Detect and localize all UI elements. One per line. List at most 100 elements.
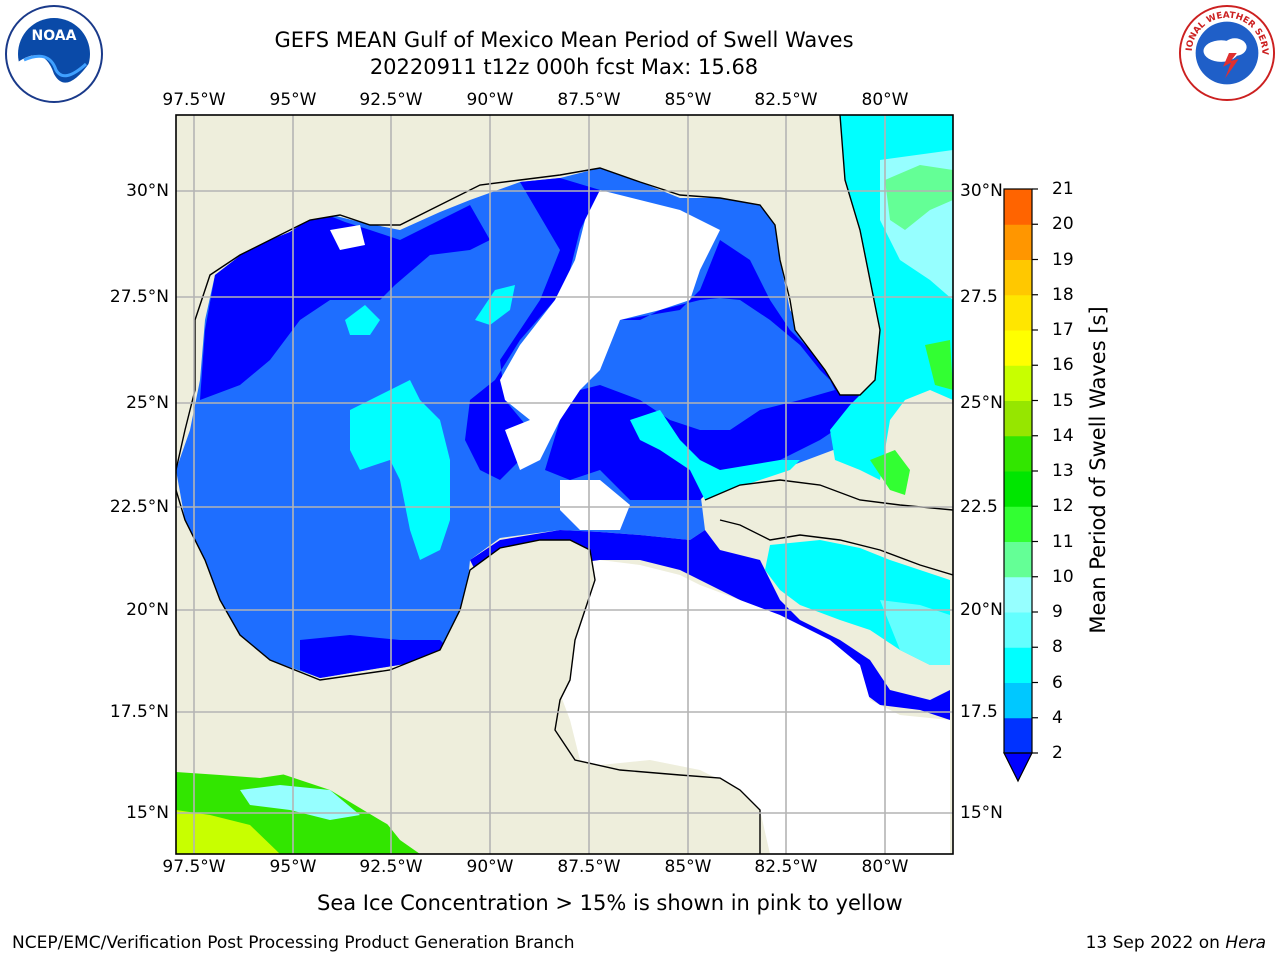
svg-text:NOAA: NOAA [32,28,77,44]
land-florida [480,115,880,395]
lon-label-bottom: 90°W [466,857,514,877]
nodata-yucatan-east [560,480,630,530]
lat-label-left: 25°N [126,393,169,413]
footer-credit: NCEP/EMC/Verification Post Processing Pr… [12,933,575,953]
colorbar-tick-label: 10 [1052,566,1074,587]
colorbar-band [1004,259,1032,296]
lat-label-left: 15°N [126,803,169,823]
lat-label-right: 30°N [960,181,1003,201]
lon-label-bottom: 97.5°W [162,857,226,877]
lon-label-top: 80°W [861,90,909,110]
land-texas-mexico [176,115,480,470]
nws-logo: NATIONAL WEATHER SERVICE [1178,4,1276,102]
lat-label-right: 15°N [960,803,1003,823]
colorbar-band [1004,682,1032,719]
coastlines [176,115,953,854]
footer-host: Hera [1225,933,1266,953]
colorbar-band [1004,435,1032,472]
chart-title: GEFS MEAN Gulf of Mexico Mean Period of … [274,28,854,52]
lon-label-top: 87.5°W [557,90,621,110]
lon-label-top: 92.5°W [359,90,423,110]
lon-label-bottom: 82.5°W [754,857,818,877]
colorbar-band [1004,189,1032,225]
map-frame [175,114,954,855]
lon-label-bottom: 85°W [664,857,712,877]
footer-date-text: 13 Sep 2022 on [1085,933,1226,953]
region-light-cyan-caribbean [880,600,950,665]
region-cyan-se [630,410,800,500]
lon-label-top: 82.5°W [754,90,818,110]
colorbar-band [1004,541,1032,578]
region-cyan-nw [345,305,380,335]
region-cyan-n [475,285,515,325]
colorbar-tick-label: 12 [1052,496,1074,517]
lon-label-bottom: 92.5°W [359,857,423,877]
region-cyan-central [350,380,450,560]
colorbar-band [1004,224,1032,260]
colorbar-band [1004,647,1032,683]
colorbar-tick-label: 20 [1052,214,1074,235]
colorbar-tick-label: 15 [1052,390,1074,411]
lat-label-left: 22.5°N [109,497,169,517]
colorbar-band [1004,294,1032,331]
colorbar-tick-label: 21 [1052,179,1074,199]
colorbar-band [1004,330,1032,366]
lat-label-left: 17.5°N [109,702,169,722]
region-green-bahamas [870,450,910,495]
lat-label-right: 25°N [960,393,1003,413]
colorbar-band [1004,471,1032,507]
lat-label-right: 27.5 [960,287,998,307]
lat-label-left: 27.5°N [109,287,169,307]
lon-label-top: 97.5°W [162,90,226,110]
lon-label-bottom: 87.5°W [557,857,621,877]
chart-subtitle: 20220911 t12z 000h fcst Max: 15.68 [369,55,759,79]
lon-label-top: 90°W [466,90,514,110]
region-green-fl [925,340,953,390]
lat-label-left: 30°N [126,181,169,201]
land-cuba [705,480,953,575]
colorbar-label: Mean Period of Swell Waves [s] [1086,306,1110,634]
colorbar-tick-label: 2 [1052,743,1063,763]
region-deep-blue-east [545,240,880,500]
colorbar-band [1004,576,1032,613]
colorbar-tick-label: 16 [1052,355,1074,376]
sea-ice-note: Sea Ice Concentration > 15% is shown in … [317,891,903,915]
colorbar-tick-label: 6 [1052,672,1063,693]
lat-label-left: 20°N [126,600,169,620]
colorbar-tick-label: 9 [1052,602,1063,622]
region-deep-blue-south [300,635,450,678]
colorbar-tick-label: 8 [1052,637,1063,658]
lat-label-right: 22.5 [960,497,998,517]
lat-label-right: 17.5 [960,702,998,722]
region-deep-blue-center [465,178,600,480]
noaa-logo: NOAA [5,5,103,103]
nodata-caribbean [555,560,950,854]
colorbar-tick-label: 4 [1052,707,1063,728]
colorbar-tick-label: 14 [1052,425,1074,446]
colorbar-tick-label: 17 [1052,320,1074,340]
colorbar-band [1004,717,1032,754]
nodata-center-north [500,190,720,470]
gridlines [176,115,953,854]
lon-label-top: 95°W [269,90,317,110]
lon-label-top: 85°W [664,90,712,110]
region-green-atlantic [885,165,953,230]
nodata-ne [330,225,365,250]
region-pacific-yellow [176,810,280,854]
colorbar-band [1004,400,1032,437]
lon-label-bottom: 80°W [861,857,909,877]
colorbar-extend-triangle [1003,752,1033,783]
colorbar-band [1004,506,1032,542]
land-yucatan [176,540,760,854]
region-deep-blue-nw [200,205,490,400]
lon-label-bottom: 95°W [269,857,317,877]
colorbar-band [1004,612,1032,648]
lat-label-right: 20°N [960,600,1003,620]
colorbar-tick-label: 19 [1052,249,1074,270]
region-pacific-light [240,785,360,820]
colorbar-band [1004,365,1032,401]
footer-date: 13 Sep 2022 on Hera [1086,933,1266,953]
colorbar-tick-label: 18 [1052,284,1074,305]
